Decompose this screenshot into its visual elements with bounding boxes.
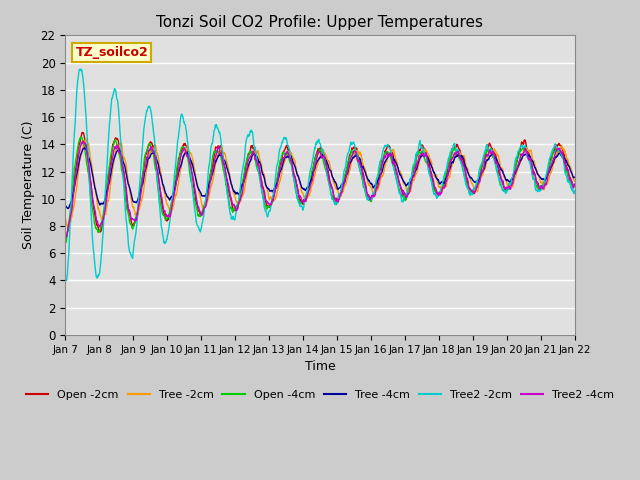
Tree2 -2cm (399, 199, 407, 205)
Tree2 -2cm (466, 191, 474, 196)
Open -2cm (62, 237, 70, 243)
Open -2cm (232, 207, 240, 213)
Line: Open -4cm: Open -4cm (65, 137, 575, 243)
Open -2cm (79, 130, 87, 135)
Tree2 -2cm (61, 277, 69, 283)
Tree2 -2cm (163, 237, 170, 242)
Tree -4cm (571, 174, 579, 180)
Tree -2cm (64, 225, 72, 231)
Tree2 -4cm (466, 186, 474, 192)
Tree -4cm (81, 145, 89, 151)
Tree2 -2cm (571, 188, 579, 193)
Open -4cm (61, 240, 69, 245)
Tree2 -4cm (399, 188, 407, 193)
Tree2 -2cm (76, 66, 84, 72)
Open -2cm (61, 237, 69, 243)
Y-axis label: Soil Temperature (C): Soil Temperature (C) (22, 121, 35, 250)
Tree2 -2cm (511, 163, 518, 168)
Tree -4cm (61, 203, 69, 208)
Tree -2cm (163, 201, 171, 207)
Tree -4cm (511, 171, 519, 177)
Text: TZ_soilco2: TZ_soilco2 (76, 46, 148, 59)
Open -4cm (77, 134, 84, 140)
Tree -4cm (399, 178, 407, 184)
Tree2 -2cm (232, 211, 240, 216)
Tree2 -4cm (232, 206, 240, 212)
Open -4cm (163, 216, 171, 222)
Open -2cm (511, 167, 519, 172)
Tree2 -4cm (61, 232, 69, 238)
Line: Open -2cm: Open -2cm (65, 132, 575, 240)
Legend: Open -2cm, Tree -2cm, Open -4cm, Tree -4cm, Tree2 -2cm, Tree2 -4cm: Open -2cm, Tree -2cm, Open -4cm, Tree -4… (22, 385, 618, 404)
Line: Tree -4cm: Tree -4cm (65, 148, 575, 208)
Title: Tonzi Soil CO2 Profile: Upper Temperatures: Tonzi Soil CO2 Profile: Upper Temperatur… (157, 15, 483, 30)
Tree -2cm (175, 173, 183, 179)
Tree -2cm (571, 179, 579, 184)
Tree2 -2cm (175, 129, 183, 135)
Tree -2cm (399, 180, 407, 186)
Open -4cm (232, 205, 240, 211)
Tree2 -4cm (79, 138, 87, 144)
Line: Tree -2cm: Tree -2cm (65, 139, 575, 228)
Tree2 -4cm (175, 161, 183, 167)
Open -4cm (571, 183, 579, 189)
Open -2cm (571, 183, 579, 189)
Tree -4cm (466, 174, 474, 180)
Open -4cm (175, 156, 183, 162)
Tree -2cm (83, 136, 90, 142)
Tree -4cm (64, 205, 72, 211)
Tree -2cm (466, 173, 474, 179)
Tree2 -4cm (511, 169, 519, 175)
Tree2 -4cm (571, 181, 579, 187)
Line: Tree2 -4cm: Tree2 -4cm (65, 141, 575, 237)
Open -4cm (62, 240, 70, 246)
Open -2cm (466, 186, 474, 192)
Open -4cm (466, 190, 474, 195)
Line: Tree2 -2cm: Tree2 -2cm (65, 69, 575, 280)
Tree -4cm (163, 193, 171, 199)
Tree2 -4cm (163, 214, 171, 219)
Tree -4cm (175, 167, 183, 173)
Tree -2cm (232, 198, 240, 204)
X-axis label: Time: Time (305, 360, 335, 373)
Open -2cm (399, 192, 407, 198)
Open -2cm (163, 218, 171, 224)
Tree -2cm (511, 175, 519, 181)
Tree2 -4cm (63, 234, 70, 240)
Tree -4cm (232, 190, 240, 196)
Open -4cm (511, 167, 519, 172)
Open -2cm (175, 155, 183, 160)
Tree -2cm (61, 215, 69, 221)
Open -4cm (399, 194, 407, 200)
